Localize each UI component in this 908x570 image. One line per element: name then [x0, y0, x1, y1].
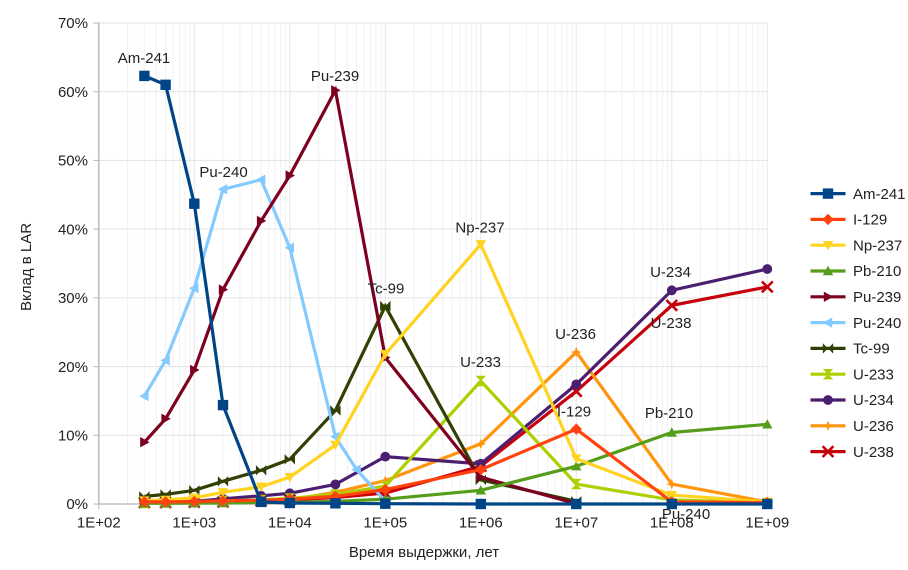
svg-text:Pu-240: Pu-240	[853, 315, 901, 332]
svg-text:0%: 0%	[66, 496, 88, 513]
svg-text:U-238: U-238	[853, 444, 894, 461]
svg-text:Pb-210: Pb-210	[853, 263, 901, 280]
svg-text:1E+09: 1E+09	[745, 515, 789, 532]
svg-text:Pu-239: Pu-239	[311, 68, 359, 85]
svg-text:Pu-239: Pu-239	[853, 289, 901, 306]
svg-text:60%: 60%	[58, 84, 88, 101]
svg-text:70%: 70%	[58, 15, 88, 32]
svg-text:50%: 50%	[58, 153, 88, 170]
svg-text:Np-237: Np-237	[853, 237, 902, 254]
svg-text:10%: 10%	[58, 428, 88, 445]
svg-text:Pb-210: Pb-210	[645, 405, 693, 422]
svg-text:1E+02: 1E+02	[77, 515, 121, 532]
svg-text:I-129: I-129	[853, 212, 887, 229]
svg-text:Np-237: Np-237	[455, 220, 504, 237]
svg-text:Tc-99: Tc-99	[368, 281, 405, 298]
svg-text:Tc-99: Tc-99	[853, 341, 890, 358]
svg-text:40%: 40%	[58, 221, 88, 238]
svg-text:U-236: U-236	[853, 418, 894, 435]
svg-text:U-233: U-233	[853, 366, 894, 383]
svg-text:U-234: U-234	[853, 392, 894, 409]
svg-text:20%: 20%	[58, 359, 88, 376]
svg-text:Pu-240: Pu-240	[662, 506, 710, 523]
svg-text:U-233: U-233	[460, 354, 501, 371]
svg-text:U-236: U-236	[555, 326, 596, 343]
svg-text:U-234: U-234	[650, 264, 691, 281]
svg-text:Am-241: Am-241	[118, 50, 171, 67]
svg-text:1E+06: 1E+06	[459, 515, 503, 532]
svg-text:1E+08: 1E+08	[650, 515, 694, 532]
svg-text:Am-241: Am-241	[853, 186, 906, 203]
svg-text:1E+05: 1E+05	[363, 515, 407, 532]
svg-text:1E+07: 1E+07	[554, 515, 598, 532]
svg-text:1E+03: 1E+03	[172, 515, 216, 532]
svg-text:Вклад в LAR: Вклад в LAR	[18, 223, 35, 311]
svg-text:Время выдержки, лет: Время выдержки, лет	[349, 544, 499, 561]
svg-text:U-238: U-238	[651, 315, 692, 332]
svg-text:I-129: I-129	[557, 404, 591, 421]
svg-text:1E+04: 1E+04	[268, 515, 312, 532]
svg-text:Pu-240: Pu-240	[199, 164, 247, 181]
svg-text:30%: 30%	[58, 290, 88, 307]
